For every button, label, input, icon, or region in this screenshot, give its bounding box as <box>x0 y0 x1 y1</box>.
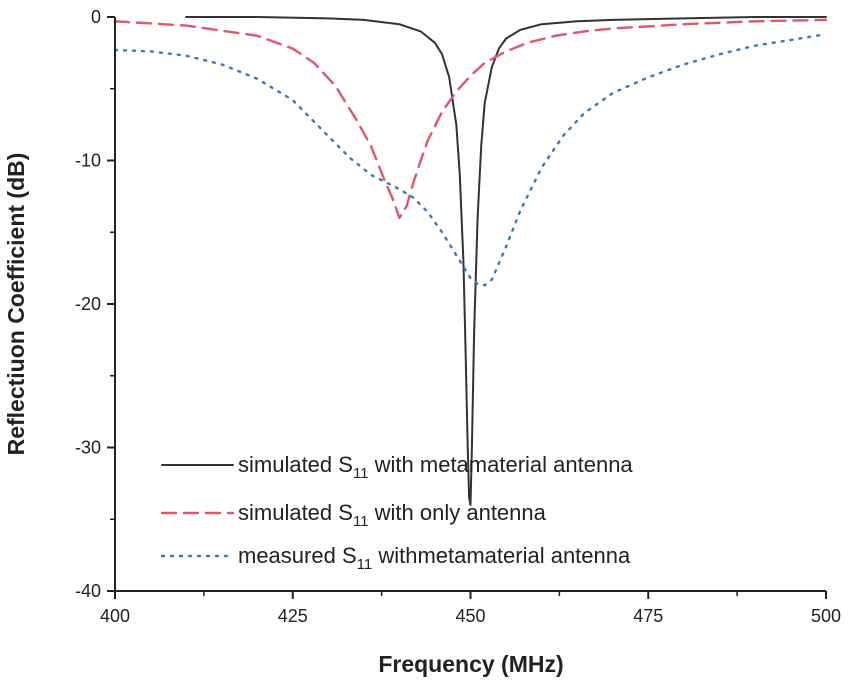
y-axis-title: Reflectiuon Coefficient (dB) <box>3 153 29 456</box>
legend-label-text: measured S <box>238 543 357 568</box>
y-tick-label: -20 <box>75 294 101 314</box>
y-tick-label: -40 <box>75 581 101 601</box>
legend-label-subscript: 11 <box>357 556 373 573</box>
x-tick-label: 475 <box>633 606 663 626</box>
y-tick-label: -10 <box>75 151 101 171</box>
legend-label-text: simulated S <box>238 500 353 525</box>
series-line-simulated-s11-with-only-antenna <box>113 18 828 220</box>
legend-label-subscript: 11 <box>353 513 369 530</box>
legend-label: simulated S11 with only antenna <box>238 500 547 530</box>
legend-label: simulated S11 with metamaterial antenna <box>238 452 633 482</box>
x-tick-label: 450 <box>455 606 485 626</box>
x-tick-label: 500 <box>811 606 841 626</box>
x-tick-label: 400 <box>100 606 130 626</box>
legend-label-text: withmetamaterial antenna <box>372 543 631 568</box>
ticks-layer: 400 425 450 475 500 0 -10 -20 -30 -40 <box>75 7 841 626</box>
legend-label-text: with metamaterial antenna <box>369 452 634 477</box>
legend-label: measured S11 withmetamaterial antenna <box>238 543 631 573</box>
legend: simulated S11 with metamaterial antennas… <box>160 452 633 573</box>
y-tick-label: -30 <box>75 438 101 458</box>
x-tick-label: 425 <box>278 606 308 626</box>
legend-label-text: with only antenna <box>369 500 547 525</box>
series-line-measured-s11-withmetamaterial-antenna <box>113 33 828 287</box>
legend-label-subscript: 11 <box>353 465 369 482</box>
y-tick-label: 0 <box>91 7 101 27</box>
series-line-simulated-s11-with-metamaterial-antenna <box>185 16 827 506</box>
series-layer <box>113 16 828 506</box>
legend-label-text: simulated S <box>238 452 353 477</box>
x-axis-title: Frequency (MHz) <box>378 651 563 677</box>
